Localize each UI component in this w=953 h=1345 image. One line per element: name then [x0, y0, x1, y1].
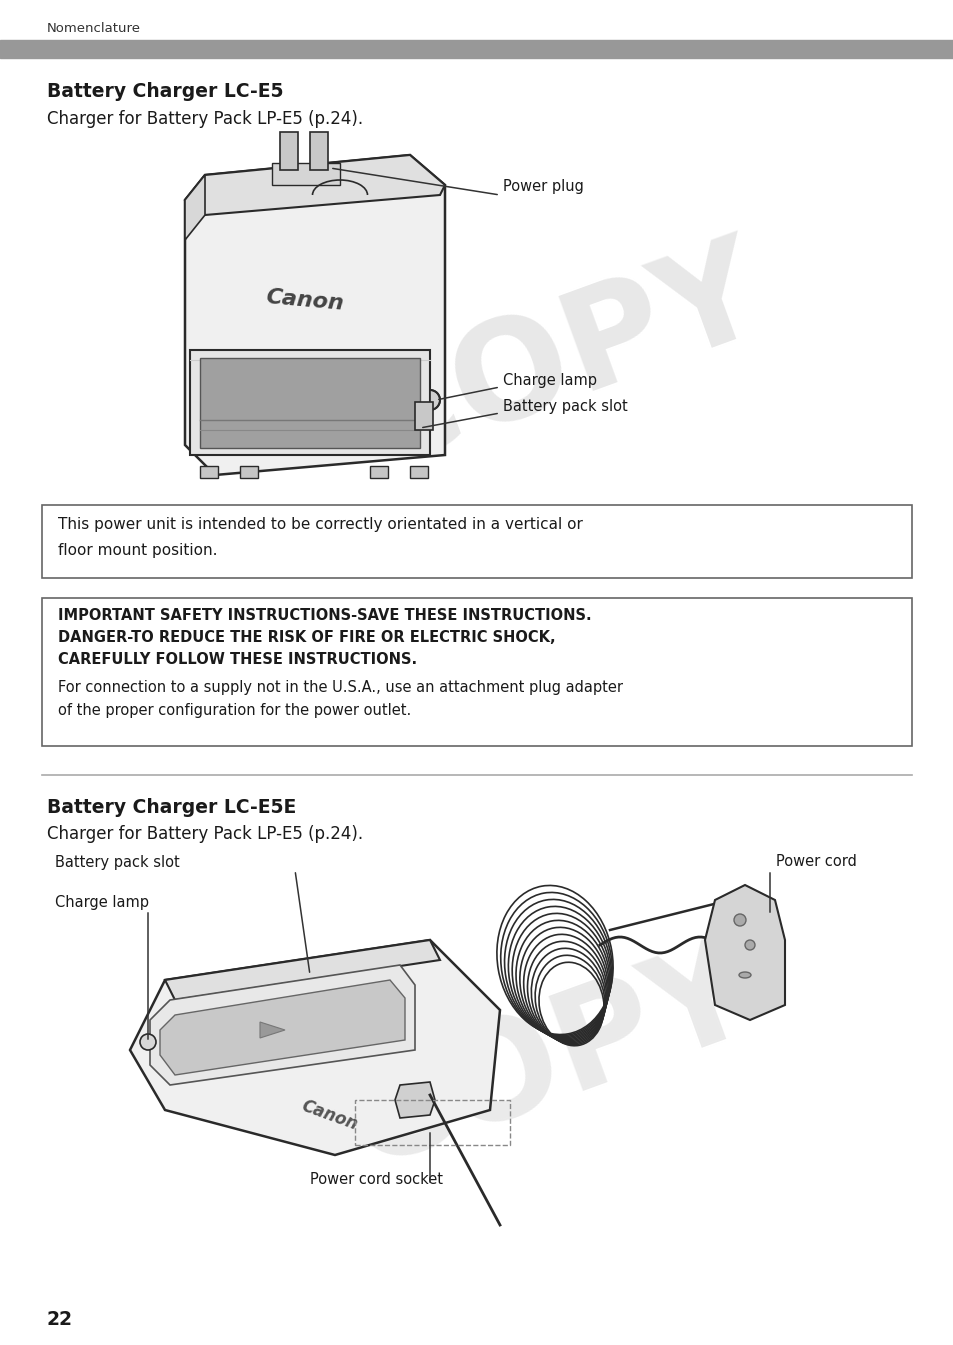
Bar: [415, 402, 433, 430]
Text: floor mount position.: floor mount position.: [58, 543, 217, 558]
Circle shape: [733, 915, 745, 925]
Text: Charger for Battery Pack LP-E5 (p.24).: Charger for Battery Pack LP-E5 (p.24).: [47, 824, 363, 843]
Bar: [42, 504, 911, 578]
Polygon shape: [260, 1022, 285, 1038]
Polygon shape: [185, 155, 444, 215]
Text: Charge lamp: Charge lamp: [502, 373, 597, 387]
Bar: [280, 132, 297, 169]
Bar: [42, 599, 911, 746]
Bar: [272, 163, 339, 186]
Wedge shape: [430, 390, 439, 410]
Text: Nomenclature: Nomenclature: [47, 22, 141, 35]
Text: Canon: Canon: [265, 286, 345, 313]
Text: of the proper configuration for the power outlet.: of the proper configuration for the powe…: [58, 703, 411, 718]
Circle shape: [140, 1034, 156, 1050]
Text: Power plug: Power plug: [502, 179, 583, 195]
Text: 22: 22: [47, 1310, 73, 1329]
Text: Battery pack slot: Battery pack slot: [55, 854, 179, 869]
Bar: [200, 358, 419, 448]
Bar: [370, 465, 388, 477]
Ellipse shape: [739, 972, 750, 978]
Text: Power cord socket: Power cord socket: [310, 1173, 442, 1188]
Text: COPY: COPY: [338, 225, 781, 496]
Polygon shape: [704, 885, 784, 1020]
Text: Battery Charger LC-E5E: Battery Charger LC-E5E: [47, 798, 296, 816]
Text: DANGER-TO REDUCE THE RISK OF FIRE OR ELECTRIC SHOCK,: DANGER-TO REDUCE THE RISK OF FIRE OR ELE…: [58, 629, 555, 646]
Text: IMPORTANT SAFETY INSTRUCTIONS-SAVE THESE INSTRUCTIONS.: IMPORTANT SAFETY INSTRUCTIONS-SAVE THESE…: [58, 608, 591, 623]
Bar: [310, 132, 328, 169]
Text: Canon: Canon: [299, 1096, 360, 1134]
Text: Battery pack slot: Battery pack slot: [502, 399, 627, 414]
Text: COPY: COPY: [328, 924, 771, 1196]
Text: CAREFULLY FOLLOW THESE INSTRUCTIONS.: CAREFULLY FOLLOW THESE INSTRUCTIONS.: [58, 652, 416, 667]
Bar: [240, 465, 257, 477]
Polygon shape: [160, 981, 405, 1075]
Bar: [200, 465, 218, 477]
Text: Charger for Battery Pack LP-E5 (p.24).: Charger for Battery Pack LP-E5 (p.24).: [47, 110, 363, 128]
Polygon shape: [395, 1081, 435, 1118]
Text: This power unit is intended to be correctly orientated in a vertical or: This power unit is intended to be correc…: [58, 516, 582, 533]
Polygon shape: [150, 964, 415, 1085]
Polygon shape: [130, 940, 499, 1155]
Bar: [190, 350, 430, 455]
Text: Battery Charger LC-E5: Battery Charger LC-E5: [47, 82, 283, 101]
Bar: [355, 1100, 510, 1145]
Bar: [0, 40, 953, 58]
Polygon shape: [165, 940, 439, 999]
Circle shape: [744, 940, 754, 950]
Text: Charge lamp: Charge lamp: [55, 894, 149, 909]
Bar: [410, 465, 428, 477]
Text: For connection to a supply not in the U.S.A., use an attachment plug adapter: For connection to a supply not in the U.…: [58, 681, 622, 695]
Polygon shape: [185, 175, 205, 239]
Polygon shape: [185, 155, 444, 475]
Text: Power cord: Power cord: [775, 854, 856, 869]
